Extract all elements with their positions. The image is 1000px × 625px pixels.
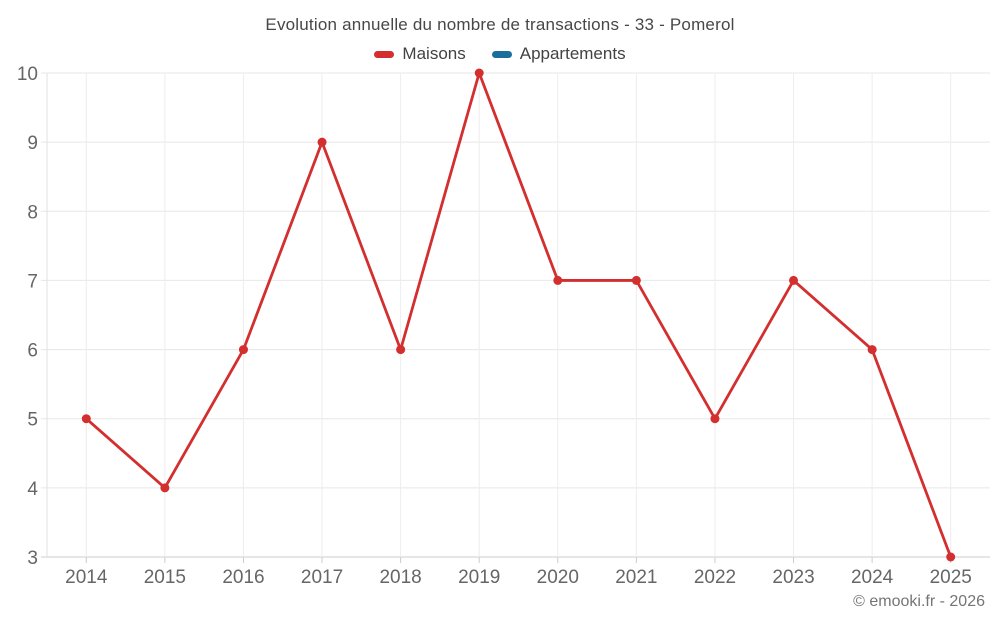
x-tick-label: 2019	[458, 567, 500, 588]
y-tick-label: 7	[27, 271, 38, 292]
x-tick-label: 2020	[537, 567, 579, 588]
x-tick-label: 2018	[379, 567, 421, 588]
series-maisons	[81, 68, 956, 562]
chart-title: Evolution annuelle du nombre de transact…	[265, 15, 735, 34]
data-point[interactable]	[553, 275, 563, 285]
y-tick-label: 5	[27, 410, 38, 431]
y-tick-label: 8	[27, 202, 38, 223]
y-tick-label: 10	[17, 64, 38, 85]
y-tick-label: 4	[27, 479, 38, 500]
legend-label-maisons: Maisons	[402, 44, 466, 63]
x-tick-label: 2024	[851, 567, 894, 588]
x-tick-label: 2023	[772, 567, 814, 588]
legend-label-appartements: Appartements	[519, 44, 626, 63]
chart-legend: Maisons Appartements	[0, 44, 1000, 64]
copyright-text: © emooki.fr - 2026	[853, 593, 985, 610]
y-tick-label: 6	[27, 341, 38, 362]
x-axis-labels: 2014 2015 2016 2017 2018 2019 2020 2021 2022 2023…	[65, 567, 972, 588]
data-point[interactable]	[317, 137, 327, 147]
data-point[interactable]	[789, 275, 799, 285]
data-point[interactable]	[396, 345, 406, 355]
y-tick-label: 9	[27, 133, 38, 154]
x-tick-label: 2017	[301, 567, 343, 588]
x-tick-label: 2022	[694, 567, 736, 588]
data-point[interactable]	[867, 345, 877, 355]
x-tick-label: 2014	[65, 567, 108, 588]
data-point[interactable]	[710, 414, 720, 424]
legend-swatch-maisons-icon	[374, 50, 395, 58]
data-point[interactable]	[238, 345, 248, 355]
data-point[interactable]	[631, 275, 641, 285]
legend-swatch-appartements-icon	[491, 50, 512, 58]
legend-item-appartements[interactable]: Appartements	[491, 44, 626, 64]
y-tick-label: 3	[27, 548, 38, 569]
gridlines	[41, 72, 990, 563]
data-point[interactable]	[946, 552, 956, 562]
x-tick-label: 2021	[615, 567, 657, 588]
y-axis-labels: 3 4 5 6 7 8 9 10	[17, 64, 39, 569]
legend-item-maisons[interactable]: Maisons	[374, 44, 466, 64]
x-tick-label: 2016	[222, 567, 264, 588]
data-point[interactable]	[474, 68, 484, 78]
x-tick-label: 2015	[144, 567, 186, 588]
series-line	[84, 71, 953, 559]
data-point[interactable]	[160, 483, 170, 493]
x-tick-label: 2025	[930, 567, 972, 588]
data-point[interactable]	[81, 414, 91, 424]
